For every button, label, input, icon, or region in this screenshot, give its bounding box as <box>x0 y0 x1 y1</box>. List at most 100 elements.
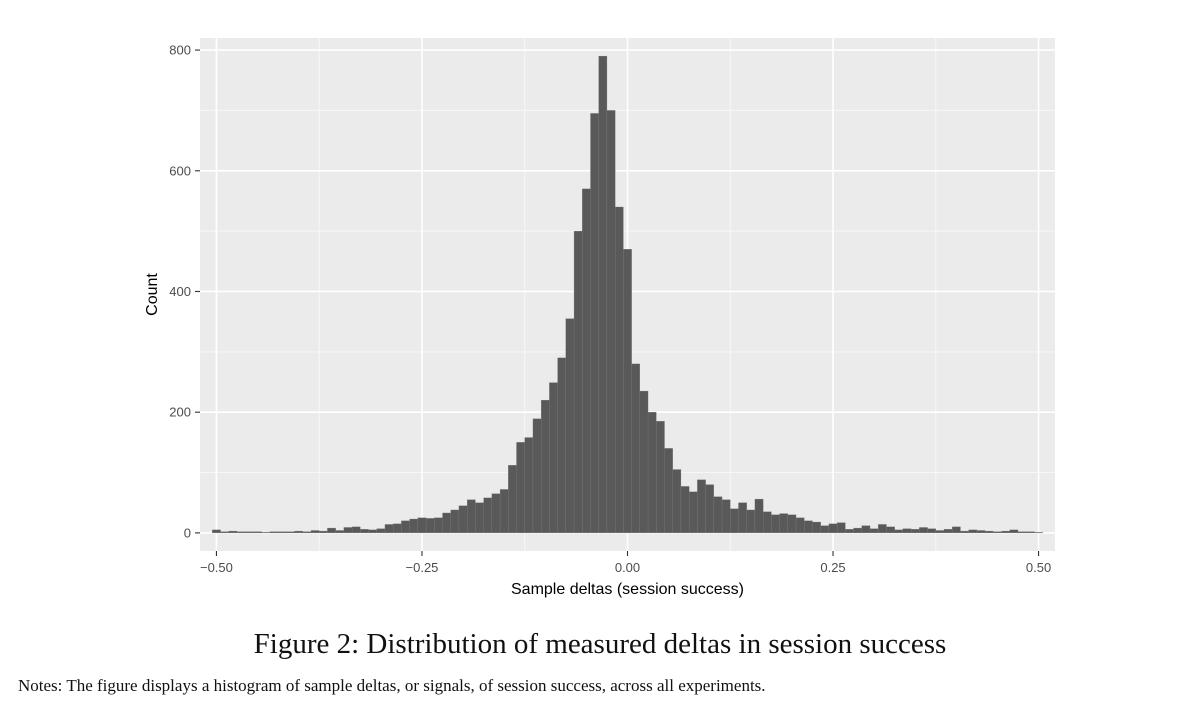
histogram-bar <box>927 528 936 534</box>
histogram-bar <box>458 505 468 534</box>
histogram-bar <box>335 530 345 534</box>
histogram-bar <box>294 530 303 534</box>
histogram-bar <box>845 529 854 534</box>
histogram-bar <box>935 530 945 534</box>
histogram-bar <box>310 530 320 534</box>
histogram-bar <box>680 486 690 534</box>
histogram-bar <box>302 531 312 534</box>
histogram-bar <box>409 518 419 534</box>
histogram-bar <box>919 527 928 534</box>
histogram-bar <box>582 188 591 534</box>
histogram-bar <box>541 399 550 534</box>
histogram-bar <box>672 469 682 534</box>
histogram-bar <box>705 484 714 534</box>
histogram-bar <box>557 357 566 534</box>
histogram-bar <box>508 465 517 534</box>
x-tick-label: 0.00 <box>615 560 640 575</box>
histogram-bar <box>351 526 361 534</box>
x-tick-label: −0.25 <box>406 560 439 575</box>
histogram-bar <box>1001 530 1010 534</box>
histogram-bar <box>327 527 336 534</box>
y-tick-label: 0 <box>184 525 191 540</box>
histogram-bar <box>787 514 797 534</box>
histogram-bar <box>491 493 501 534</box>
histogram-bars <box>212 55 1043 534</box>
histogram-bar <box>623 249 632 534</box>
histogram-bar <box>483 497 493 534</box>
histogram-bar <box>664 448 673 534</box>
histogram-bar <box>598 55 608 534</box>
histogram-bar <box>647 412 657 534</box>
histogram-bar <box>730 508 739 534</box>
histogram-bar <box>631 363 640 534</box>
histogram-bar <box>228 530 238 534</box>
histogram-bar <box>639 390 649 534</box>
histogram-bar <box>804 520 813 534</box>
histogram-bar <box>319 530 328 534</box>
histogram-chart: 0 200 400 600 800 −0.50 −0.25 0.00 0.25 0.50 Cou… <box>144 38 1055 598</box>
histogram-bar <box>442 512 451 534</box>
histogram-bar <box>1017 531 1027 534</box>
histogram-bar <box>269 531 279 534</box>
x-tick-label: −0.50 <box>200 560 233 575</box>
y-axis: 0 200 400 600 800 <box>169 43 200 540</box>
histogram-bar <box>993 531 1002 534</box>
histogram-bar <box>902 528 912 534</box>
histogram-bar <box>853 527 862 534</box>
figure-notes: Notes: The figure displays a histogram o… <box>18 676 766 695</box>
x-axis: −0.50 −0.25 0.00 0.25 0.50 <box>200 551 1051 575</box>
histogram-bar <box>878 524 887 534</box>
histogram-bar <box>689 491 698 534</box>
histogram-bar <box>532 418 542 534</box>
histogram-bar <box>565 318 575 534</box>
histogram-bar <box>253 531 262 534</box>
histogram-bar <box>212 529 221 534</box>
histogram-bar <box>984 530 994 534</box>
y-tick-label: 400 <box>169 284 191 299</box>
histogram-bar <box>894 529 904 534</box>
histogram-bar <box>360 529 369 534</box>
histogram-bar <box>1009 529 1019 534</box>
histogram-bar <box>467 499 476 534</box>
histogram-bar <box>968 529 978 534</box>
y-tick-label: 600 <box>169 163 191 178</box>
histogram-bar <box>656 421 665 534</box>
histogram-bar <box>384 524 394 534</box>
histogram-bar <box>746 509 756 534</box>
histogram-bar <box>820 525 830 534</box>
x-tick-label: 0.25 <box>820 560 845 575</box>
x-tick-label: 0.50 <box>1026 560 1051 575</box>
histogram-bar <box>549 382 558 534</box>
histogram-bar <box>417 517 427 534</box>
histogram-bar <box>861 525 871 534</box>
y-tick-label: 200 <box>169 405 191 420</box>
histogram-bar <box>401 520 410 534</box>
histogram-bar <box>590 113 599 534</box>
histogram-bar <box>943 529 953 534</box>
histogram-bar <box>812 521 821 534</box>
histogram-bar <box>425 518 435 534</box>
histogram-bar <box>368 529 377 534</box>
histogram-bar <box>771 514 780 534</box>
histogram-bar <box>721 499 731 534</box>
histogram-bar <box>261 532 271 534</box>
figure-caption: Figure 2: Distribution of measured delta… <box>253 628 947 660</box>
histogram-bar <box>960 530 969 534</box>
histogram-bar <box>779 513 788 534</box>
x-axis-title: Sample deltas (session success) <box>511 581 744 598</box>
histogram-bar <box>434 517 443 534</box>
histogram-bar <box>1026 531 1035 534</box>
histogram-bar <box>828 523 838 534</box>
histogram-bar <box>245 531 254 534</box>
histogram-bar <box>713 496 723 534</box>
histogram-bar <box>573 230 583 534</box>
histogram-bar <box>236 531 246 534</box>
histogram-bar <box>886 526 895 534</box>
histogram-bar <box>499 489 509 534</box>
histogram-bar <box>450 509 460 534</box>
histogram-bar <box>524 437 534 534</box>
histogram-bar <box>976 530 986 534</box>
histogram-bar <box>475 502 484 534</box>
histogram-bar <box>220 531 229 534</box>
histogram-bar <box>738 502 747 534</box>
